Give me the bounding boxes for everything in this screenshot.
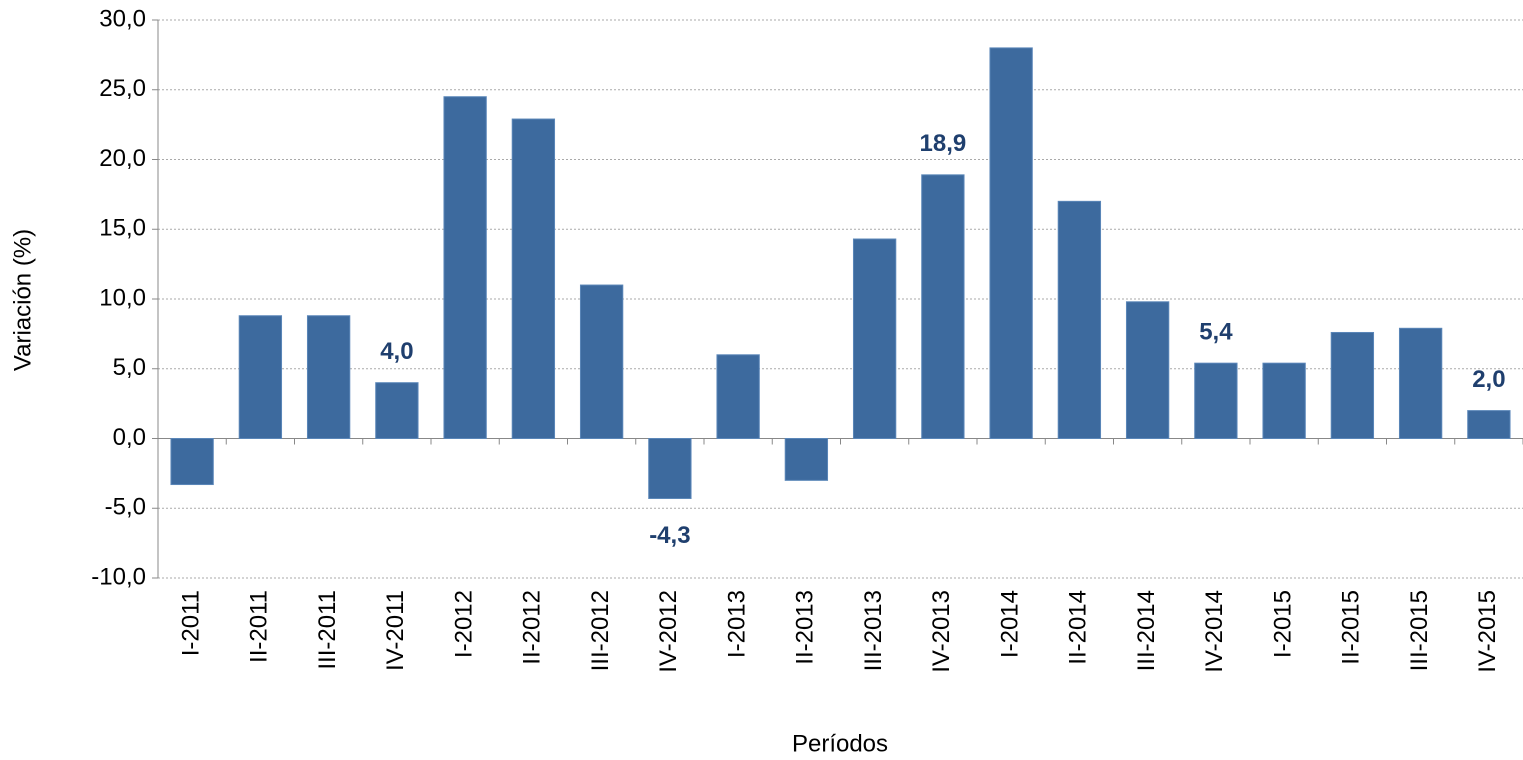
bar [852, 238, 897, 439]
x-tick-label: I-2011 [177, 590, 204, 656]
bar [1467, 410, 1511, 440]
x-tick-label: I-2014 [996, 590, 1023, 658]
data-label: 2,0 [1472, 366, 1505, 393]
bar [375, 382, 419, 440]
y-tick-label: -10,0 [91, 563, 146, 590]
y-tick-label: 5,0 [113, 354, 146, 381]
bar [238, 315, 283, 439]
x-tick-label: IV-2013 [928, 590, 955, 673]
x-tick-label: IV-2015 [1474, 590, 1501, 673]
y-tick-label: 15,0 [99, 215, 146, 242]
bar [1262, 362, 1306, 440]
x-tick-label: III-2011 [314, 590, 341, 670]
y-tick-label: 25,0 [99, 75, 146, 102]
y-tick-label: 20,0 [99, 145, 146, 172]
y-tick-label: 10,0 [99, 284, 146, 311]
bar [579, 284, 624, 439]
x-tick-label: II-2011 [246, 590, 273, 663]
x-tick-label: IV-2014 [1201, 590, 1228, 673]
x-tick-label: I-2015 [1269, 590, 1296, 658]
bar [921, 174, 965, 439]
x-tick-label: III-2012 [587, 590, 614, 671]
y-tick-label: 30,0 [99, 5, 146, 32]
bar [1125, 301, 1170, 440]
bar [1398, 327, 1443, 440]
bar [170, 438, 214, 486]
bar [306, 315, 351, 439]
x-tick-label: IV-2012 [655, 590, 682, 673]
bar [1330, 331, 1375, 440]
bar [648, 438, 692, 499]
bar [1194, 362, 1238, 440]
y-tick-label: -5,0 [105, 494, 146, 521]
y-axis-title: Variación (%) [9, 229, 36, 371]
x-tick-label: II-2015 [1338, 590, 1365, 665]
x-tick-label: II-2013 [792, 590, 819, 665]
data-label: 18,9 [920, 130, 967, 157]
bar [443, 96, 487, 439]
bar [784, 438, 829, 481]
data-label: -4,3 [649, 522, 690, 549]
x-tick-label: III-2014 [1133, 590, 1160, 671]
x-tick-label: I-2013 [723, 590, 750, 658]
x-tick-label: IV-2011 [382, 590, 409, 671]
x-tick-label: II-2012 [519, 590, 546, 665]
x-tick-label: III-2013 [860, 590, 887, 671]
y-tick-label: 0,0 [113, 424, 146, 451]
data-label: 5,4 [1199, 319, 1233, 346]
x-axis-title: Períodos [792, 730, 888, 757]
x-tick-label: II-2014 [1065, 590, 1092, 665]
bar [511, 118, 556, 439]
bar [1057, 200, 1102, 439]
bar [989, 47, 1033, 440]
x-tick-label: I-2012 [450, 590, 477, 658]
data-label: 4,0 [380, 338, 413, 365]
bar [716, 354, 760, 439]
x-tick-label: III-2015 [1406, 590, 1433, 671]
